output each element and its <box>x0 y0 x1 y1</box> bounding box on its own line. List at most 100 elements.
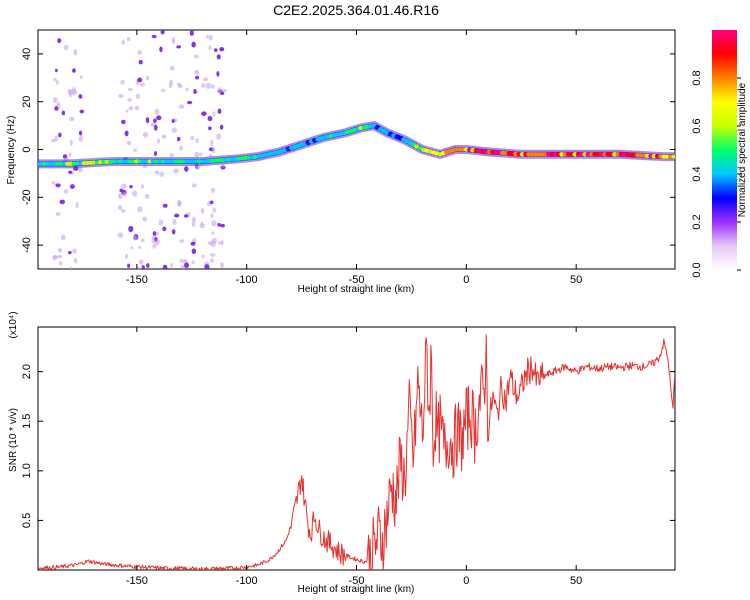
bottom-y-multiplier: (x10⁴) <box>8 311 19 338</box>
speckle-blob <box>117 232 124 238</box>
speckle-blob <box>210 187 216 193</box>
speckle-blob <box>52 254 57 261</box>
speckle-blob <box>132 235 137 241</box>
colorbar-tick-label: 0.6 <box>691 118 703 133</box>
x-tick-label: 50 <box>570 274 582 286</box>
speckle-blob <box>201 111 207 117</box>
speckle-blob <box>154 124 158 131</box>
speckle-blob <box>216 54 221 60</box>
speckle-blob <box>140 238 145 243</box>
colorbar-ticks: 0.0 0.2 0.4 0.6 0.8 <box>691 70 741 278</box>
speckle-blob <box>179 259 185 263</box>
speckle-blob <box>142 132 148 138</box>
speckle-blob <box>53 77 57 82</box>
speckle-blob <box>124 254 129 259</box>
speckle-blob <box>208 45 212 51</box>
speckle-blob <box>193 54 199 59</box>
speckle-blob <box>207 115 213 122</box>
speckle-blob <box>217 222 221 227</box>
speckle-blob <box>78 166 83 173</box>
x-tick-label: 0 <box>463 274 469 286</box>
speckle-blob <box>217 241 223 245</box>
speckle-blob <box>201 83 206 88</box>
speckle-blob <box>207 241 213 245</box>
speckle-blob <box>134 105 140 111</box>
speckle-blob <box>154 108 160 115</box>
speckle-blob <box>138 259 144 265</box>
speckle-blob <box>169 65 175 71</box>
speckle-blob <box>171 229 176 235</box>
speckle-blob <box>211 147 216 154</box>
speckle-blob <box>137 206 143 213</box>
speckle-blob <box>73 257 78 264</box>
speckle-blob <box>201 254 205 259</box>
spectrogram-panel: -150 -100 -50 0 50 -40 -20 0 20 40 Height of str… <box>6 29 676 295</box>
snr-panel: -150 -100 -50 0 50 0.5 1.0 1.5 2.0 Height of st… <box>8 311 676 595</box>
speckle-blob <box>193 88 197 94</box>
speckle-blob <box>161 134 167 139</box>
speckle-blob <box>185 87 189 92</box>
speckle-blob <box>54 68 58 73</box>
speckle-blob <box>128 106 134 111</box>
x-tick-label: 50 <box>570 575 582 587</box>
speckle-blob <box>191 248 197 255</box>
speckle-blob <box>169 153 174 157</box>
speckle-blob <box>59 199 66 205</box>
colorbar: 0.0 0.2 0.4 0.6 0.8 Normalized spectral ampl… <box>691 30 748 278</box>
speckle-blob <box>69 139 73 147</box>
speckle-blob <box>191 260 195 265</box>
speckle-blob <box>128 225 134 233</box>
bottom-x-axis-label: Height of straight line (km) <box>298 584 415 595</box>
y-tick-label: 0.5 <box>21 513 33 528</box>
speckle-blob <box>217 108 222 114</box>
bottom-y-ticks: 0.5 1.0 1.5 2.0 <box>21 364 675 528</box>
colorbar-tick-label: 0.2 <box>691 214 703 229</box>
speckle-blob <box>118 192 123 200</box>
speckle-blob <box>176 136 181 142</box>
ridge-cell <box>671 154 675 159</box>
speckle-blob <box>162 226 167 232</box>
speckle-blob <box>208 34 213 41</box>
top-x-ticks: -150 -100 -50 0 50 <box>126 30 582 286</box>
speckle-blob <box>169 263 173 268</box>
speckle-blob <box>172 219 177 226</box>
speckle-blob <box>73 49 78 56</box>
speckle-blob <box>205 34 209 39</box>
x-tick-label: -150 <box>126 575 148 587</box>
speckle-blob <box>61 110 66 116</box>
speckle-blob <box>222 89 227 93</box>
chart-title: C2E2.2025.364.01.46.R16 <box>273 2 439 18</box>
speckle-blob <box>173 168 179 174</box>
speckle-blob <box>72 68 76 73</box>
speckle-blob <box>56 101 61 109</box>
speckle-blob <box>171 119 175 123</box>
speckle-blob <box>155 239 161 244</box>
speckle-blob <box>51 181 56 185</box>
speckle-blob <box>127 263 131 268</box>
speckle-blob <box>132 190 138 197</box>
speckle-blob <box>121 183 127 189</box>
speckle-blob <box>209 253 216 257</box>
speckle-blob <box>55 212 61 216</box>
y-tick-label: 20 <box>21 96 33 108</box>
speckle-blob <box>156 115 162 121</box>
speckle-blob <box>58 132 62 138</box>
colorbar-tick-label: 0.8 <box>691 70 703 85</box>
speckle-blob <box>57 38 62 44</box>
speckle-blob <box>138 59 143 65</box>
speckle-blob <box>220 223 226 228</box>
speckle-blob <box>55 183 61 188</box>
speckle-blob <box>199 223 205 229</box>
speckle-blob <box>160 30 165 35</box>
speckle-blob <box>137 245 142 249</box>
speckle-blob <box>179 145 184 151</box>
speckle-blob <box>177 200 182 207</box>
speckle-blob <box>137 77 143 83</box>
speckle-blob <box>142 216 148 222</box>
y-tick-label: 40 <box>21 48 33 60</box>
speckle-blob <box>176 45 182 49</box>
speckle-blob <box>129 184 133 189</box>
top-x-axis-label: Height of straight line (km) <box>298 284 415 295</box>
speckle-blob <box>190 241 196 246</box>
